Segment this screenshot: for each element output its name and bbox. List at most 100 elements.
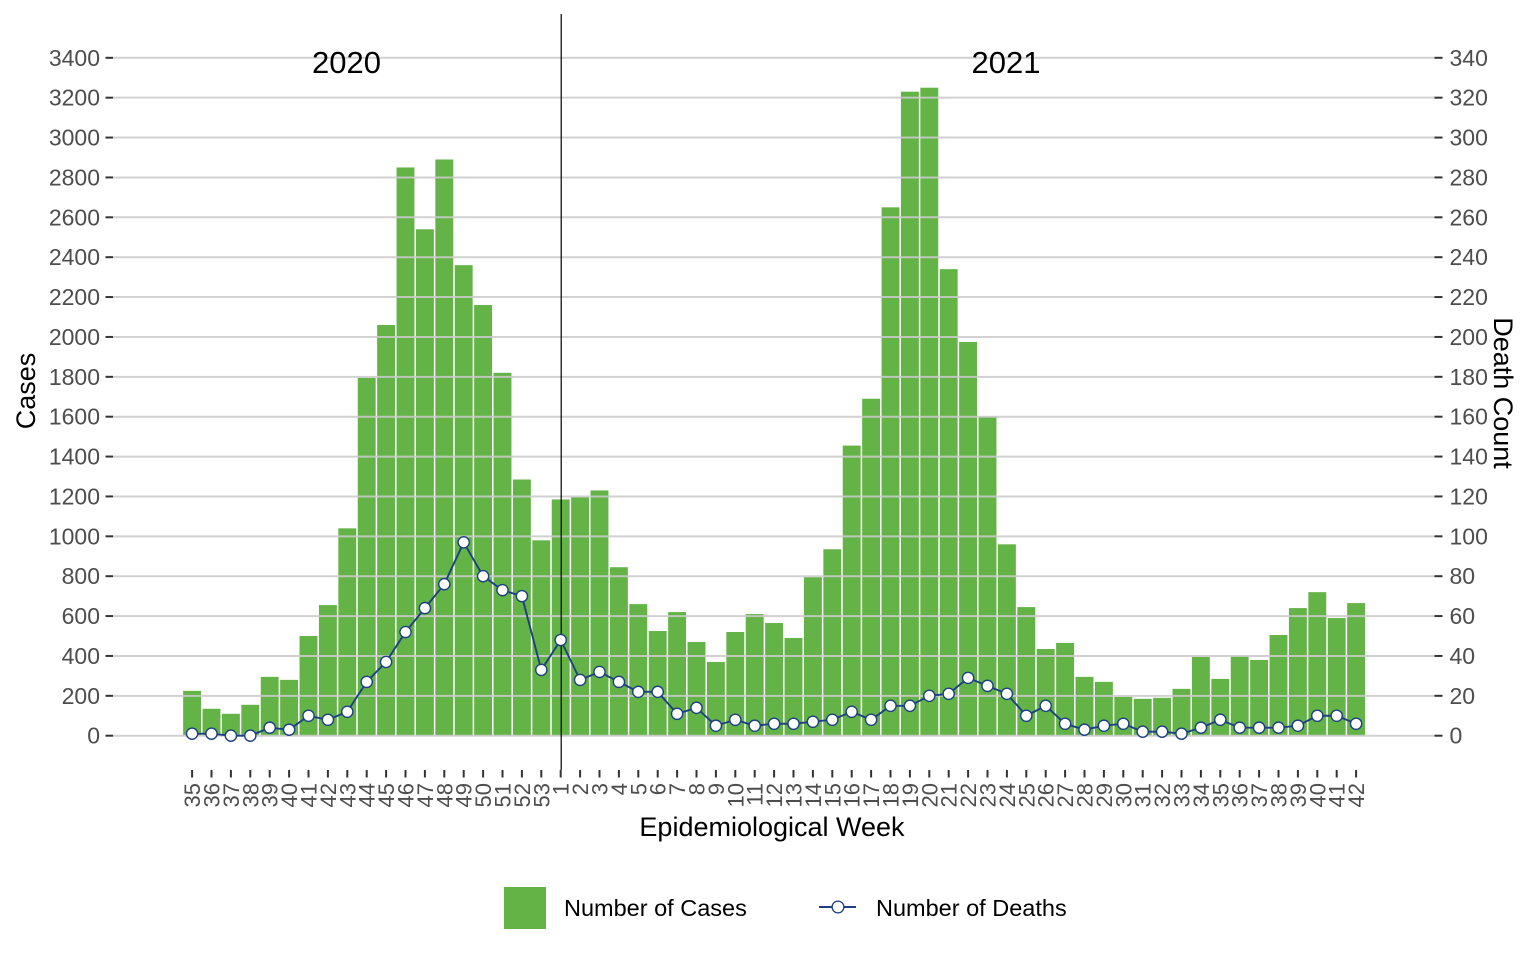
svg-text:40: 40: [1450, 643, 1476, 669]
svg-text:1: 1: [549, 783, 574, 795]
svg-text:42: 42: [316, 783, 341, 807]
svg-text:400: 400: [62, 643, 100, 669]
svg-text:320: 320: [1450, 85, 1488, 111]
svg-text:35: 35: [1208, 783, 1233, 807]
svg-text:9: 9: [704, 783, 729, 795]
svg-text:Death Count: Death Count: [1488, 317, 1518, 469]
svg-text:1600: 1600: [49, 404, 100, 430]
svg-text:39: 39: [1286, 783, 1311, 807]
svg-text:200: 200: [1450, 324, 1488, 350]
svg-text:37: 37: [219, 783, 244, 807]
svg-text:2200: 2200: [49, 284, 100, 310]
svg-text:42: 42: [1344, 783, 1369, 807]
svg-text:31: 31: [1131, 783, 1156, 807]
svg-text:16: 16: [840, 783, 865, 807]
svg-text:14: 14: [801, 783, 826, 807]
svg-text:48: 48: [432, 783, 457, 807]
svg-text:43: 43: [335, 783, 360, 807]
svg-text:0: 0: [87, 723, 100, 749]
svg-text:44: 44: [355, 783, 380, 807]
svg-text:Number of Deaths: Number of Deaths: [876, 895, 1067, 921]
svg-text:3: 3: [588, 783, 613, 795]
svg-text:Cases: Cases: [11, 353, 41, 430]
svg-text:21: 21: [937, 783, 962, 807]
svg-text:13: 13: [782, 783, 807, 807]
svg-text:160: 160: [1450, 404, 1488, 430]
svg-text:41: 41: [297, 783, 322, 807]
svg-text:220: 220: [1450, 284, 1488, 310]
svg-text:22: 22: [956, 783, 981, 807]
svg-text:Number of Cases: Number of Cases: [564, 895, 747, 921]
svg-text:1000: 1000: [49, 523, 100, 549]
svg-text:30: 30: [1111, 783, 1136, 807]
svg-text:29: 29: [1092, 783, 1117, 807]
svg-text:300: 300: [1450, 125, 1488, 151]
svg-text:18: 18: [879, 783, 904, 807]
svg-text:1400: 1400: [49, 444, 100, 470]
svg-text:20: 20: [1450, 683, 1476, 709]
svg-text:5: 5: [626, 783, 651, 795]
svg-text:1200: 1200: [49, 483, 100, 509]
svg-text:4: 4: [607, 783, 632, 795]
svg-text:2400: 2400: [49, 244, 100, 270]
svg-text:27: 27: [1053, 783, 1078, 807]
svg-text:38: 38: [238, 783, 263, 807]
svg-text:800: 800: [62, 563, 100, 589]
svg-text:34: 34: [1189, 783, 1214, 807]
svg-text:2021: 2021: [972, 45, 1041, 80]
svg-text:2000: 2000: [49, 324, 100, 350]
svg-text:19: 19: [898, 783, 923, 807]
svg-text:33: 33: [1170, 783, 1195, 807]
svg-text:41: 41: [1325, 783, 1350, 807]
svg-text:3400: 3400: [49, 45, 100, 71]
svg-text:36: 36: [200, 783, 225, 807]
svg-text:340: 340: [1450, 45, 1488, 71]
svg-text:8: 8: [685, 783, 710, 795]
svg-text:50: 50: [471, 783, 496, 807]
svg-text:2600: 2600: [49, 204, 100, 230]
svg-text:40: 40: [1305, 783, 1330, 807]
svg-text:260: 260: [1450, 204, 1488, 230]
svg-text:28: 28: [1073, 783, 1098, 807]
svg-text:7: 7: [665, 783, 690, 795]
svg-text:47: 47: [413, 783, 438, 807]
svg-text:15: 15: [820, 783, 845, 807]
svg-text:2020: 2020: [312, 45, 381, 80]
svg-text:200: 200: [62, 683, 100, 709]
svg-text:6: 6: [646, 783, 671, 795]
svg-text:280: 280: [1450, 164, 1488, 190]
svg-text:60: 60: [1450, 603, 1476, 629]
svg-text:36: 36: [1228, 783, 1253, 807]
svg-text:240: 240: [1450, 244, 1488, 270]
svg-text:32: 32: [1150, 783, 1175, 807]
svg-text:180: 180: [1450, 364, 1488, 390]
svg-text:25: 25: [1014, 783, 1039, 807]
svg-text:600: 600: [62, 603, 100, 629]
svg-text:2: 2: [568, 783, 593, 795]
svg-text:20: 20: [917, 783, 942, 807]
svg-text:100: 100: [1450, 523, 1488, 549]
svg-text:10: 10: [723, 783, 748, 807]
svg-text:80: 80: [1450, 563, 1476, 589]
svg-text:2800: 2800: [49, 164, 100, 190]
svg-text:12: 12: [762, 783, 787, 807]
svg-text:26: 26: [1034, 783, 1059, 807]
svg-text:51: 51: [491, 783, 516, 807]
svg-text:Epidemiological Week: Epidemiological Week: [639, 812, 905, 842]
svg-text:140: 140: [1450, 444, 1488, 470]
svg-text:49: 49: [452, 783, 477, 807]
svg-text:1800: 1800: [49, 364, 100, 390]
svg-text:3200: 3200: [49, 85, 100, 111]
svg-text:120: 120: [1450, 483, 1488, 509]
svg-text:11: 11: [743, 783, 768, 806]
svg-text:45: 45: [374, 783, 399, 807]
svg-text:17: 17: [859, 783, 884, 807]
svg-text:52: 52: [510, 783, 535, 807]
svg-text:40: 40: [277, 783, 302, 807]
svg-text:37: 37: [1247, 783, 1272, 807]
svg-text:0: 0: [1450, 723, 1463, 749]
svg-text:39: 39: [258, 783, 283, 807]
svg-text:46: 46: [394, 783, 419, 807]
svg-text:35: 35: [180, 783, 205, 807]
svg-text:3000: 3000: [49, 125, 100, 151]
